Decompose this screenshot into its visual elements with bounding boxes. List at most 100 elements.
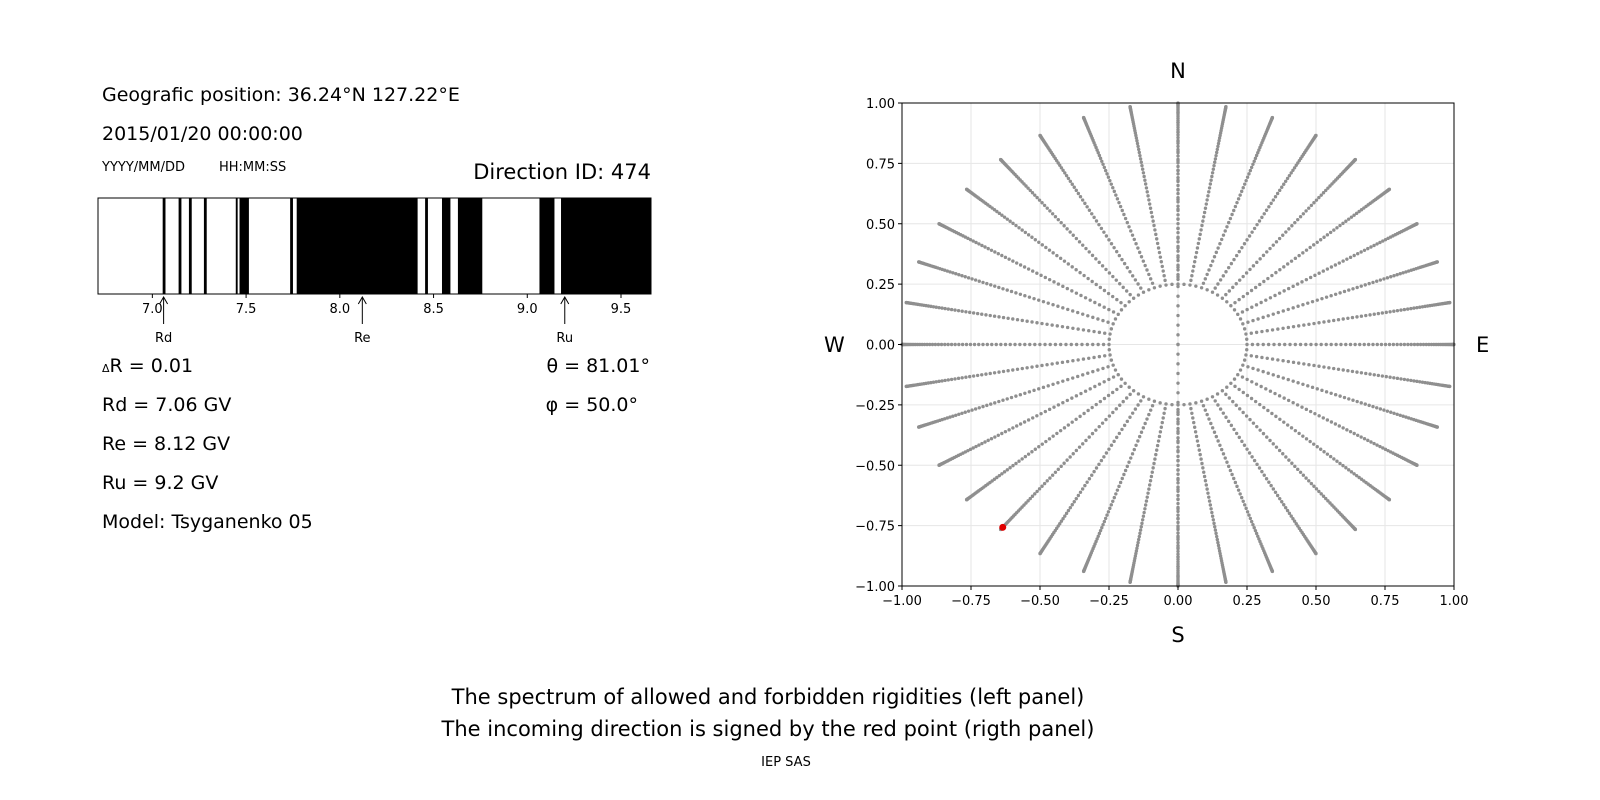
direction-point [1333, 263, 1338, 267]
direction-point [1256, 534, 1260, 538]
direction-point [1064, 511, 1069, 516]
direction-point [1202, 210, 1207, 215]
direction-point [1290, 461, 1294, 465]
direction-point [1043, 342, 1047, 347]
direction-point [1176, 449, 1180, 453]
direction-point [1037, 198, 1042, 202]
direction-point [1078, 195, 1083, 199]
x-tick-label: −1.00 [882, 594, 922, 609]
direction-point [1176, 520, 1180, 525]
direction-point [1289, 171, 1293, 175]
direction-point [1041, 299, 1046, 304]
direction-point [1000, 213, 1004, 217]
direction-point [1216, 543, 1221, 548]
direction-point [1385, 409, 1390, 413]
direction-point [1137, 150, 1142, 155]
direction-point [1066, 508, 1071, 513]
direction-point [1045, 363, 1049, 367]
direction-point [951, 414, 955, 418]
direction-point [1291, 168, 1295, 173]
direction-point [1369, 440, 1373, 444]
direction-point [1071, 309, 1075, 313]
direction-point [1176, 323, 1180, 327]
direction-point [1257, 219, 1262, 223]
north-label: N [1170, 59, 1186, 83]
direction-point [1216, 540, 1220, 545]
direction-point [1203, 479, 1208, 483]
direction-point [1018, 263, 1023, 267]
direction-point [1072, 500, 1076, 504]
x-tick-label: 0.50 [1302, 594, 1331, 609]
direction-point [1030, 235, 1034, 239]
direction-point [1261, 342, 1265, 347]
direction-point [1309, 203, 1314, 208]
direction-point [1065, 325, 1070, 330]
direction-point [1395, 376, 1400, 381]
rd-value: Rd = 7.06 GV [102, 394, 232, 416]
direction-point [1176, 282, 1180, 286]
direction-point [1313, 273, 1317, 278]
direction-point [1056, 304, 1060, 308]
direction-point [1200, 223, 1204, 228]
direction-point [1176, 420, 1180, 424]
direction-point [1006, 316, 1010, 320]
direction-point [992, 314, 997, 318]
direction-point [1176, 487, 1180, 492]
direction-point [1270, 411, 1274, 416]
direction-point [1386, 236, 1390, 241]
direction-point [1282, 265, 1286, 269]
direction-point [1214, 531, 1218, 536]
direction-point [997, 370, 1001, 374]
direction-point [1059, 220, 1063, 225]
direction-point [1245, 377, 1249, 382]
direction-point [1315, 298, 1319, 302]
direction-point [1203, 206, 1208, 210]
direction-point [1273, 490, 1278, 494]
direction-point [1362, 437, 1367, 441]
direction-point [1295, 403, 1300, 407]
direction-point [1125, 464, 1130, 469]
direction-point [1011, 426, 1015, 430]
direction-point [988, 313, 992, 318]
x-tick-label: 8.0 [329, 302, 350, 317]
direction-point [1252, 526, 1256, 530]
direction-point [1293, 428, 1298, 433]
delta-r-value: ΔR = 0.01 [102, 355, 193, 377]
direction-point [1262, 212, 1266, 216]
direction-point [1083, 201, 1087, 206]
direction-point [1207, 186, 1212, 190]
direction-point [1176, 552, 1180, 556]
direction-point [1102, 519, 1107, 524]
direction-point [1244, 178, 1248, 183]
direction-point [1081, 442, 1085, 446]
direction-point [939, 342, 944, 347]
direction-point [1287, 173, 1292, 178]
direction-point [1106, 291, 1111, 296]
direction-point [1352, 253, 1356, 258]
direction-point [1129, 229, 1133, 233]
direction-point [1136, 439, 1140, 443]
direction-point [1205, 412, 1209, 417]
direction-point [1119, 377, 1124, 381]
direction-point [1122, 472, 1126, 477]
direction-point [1245, 307, 1249, 312]
direction-point [1261, 369, 1265, 374]
direction-point [1133, 407, 1138, 411]
direction-point [1105, 172, 1109, 176]
direction-point [1159, 260, 1164, 264]
direction-point [1176, 497, 1180, 501]
direction-point [1086, 314, 1090, 318]
direction-point [1176, 526, 1180, 530]
direction-point [946, 307, 951, 311]
direction-point [1020, 228, 1024, 232]
direction-point [1176, 277, 1180, 282]
direction-point [1217, 139, 1221, 143]
direction-point [1106, 175, 1111, 179]
y-tick-label: −0.75 [855, 520, 895, 535]
direction-point [1094, 282, 1098, 287]
direction-point [1324, 496, 1328, 501]
direction-point [1221, 411, 1226, 415]
direction-point [1020, 366, 1024, 371]
direction-point [1301, 382, 1305, 386]
direction-point [1039, 411, 1043, 416]
